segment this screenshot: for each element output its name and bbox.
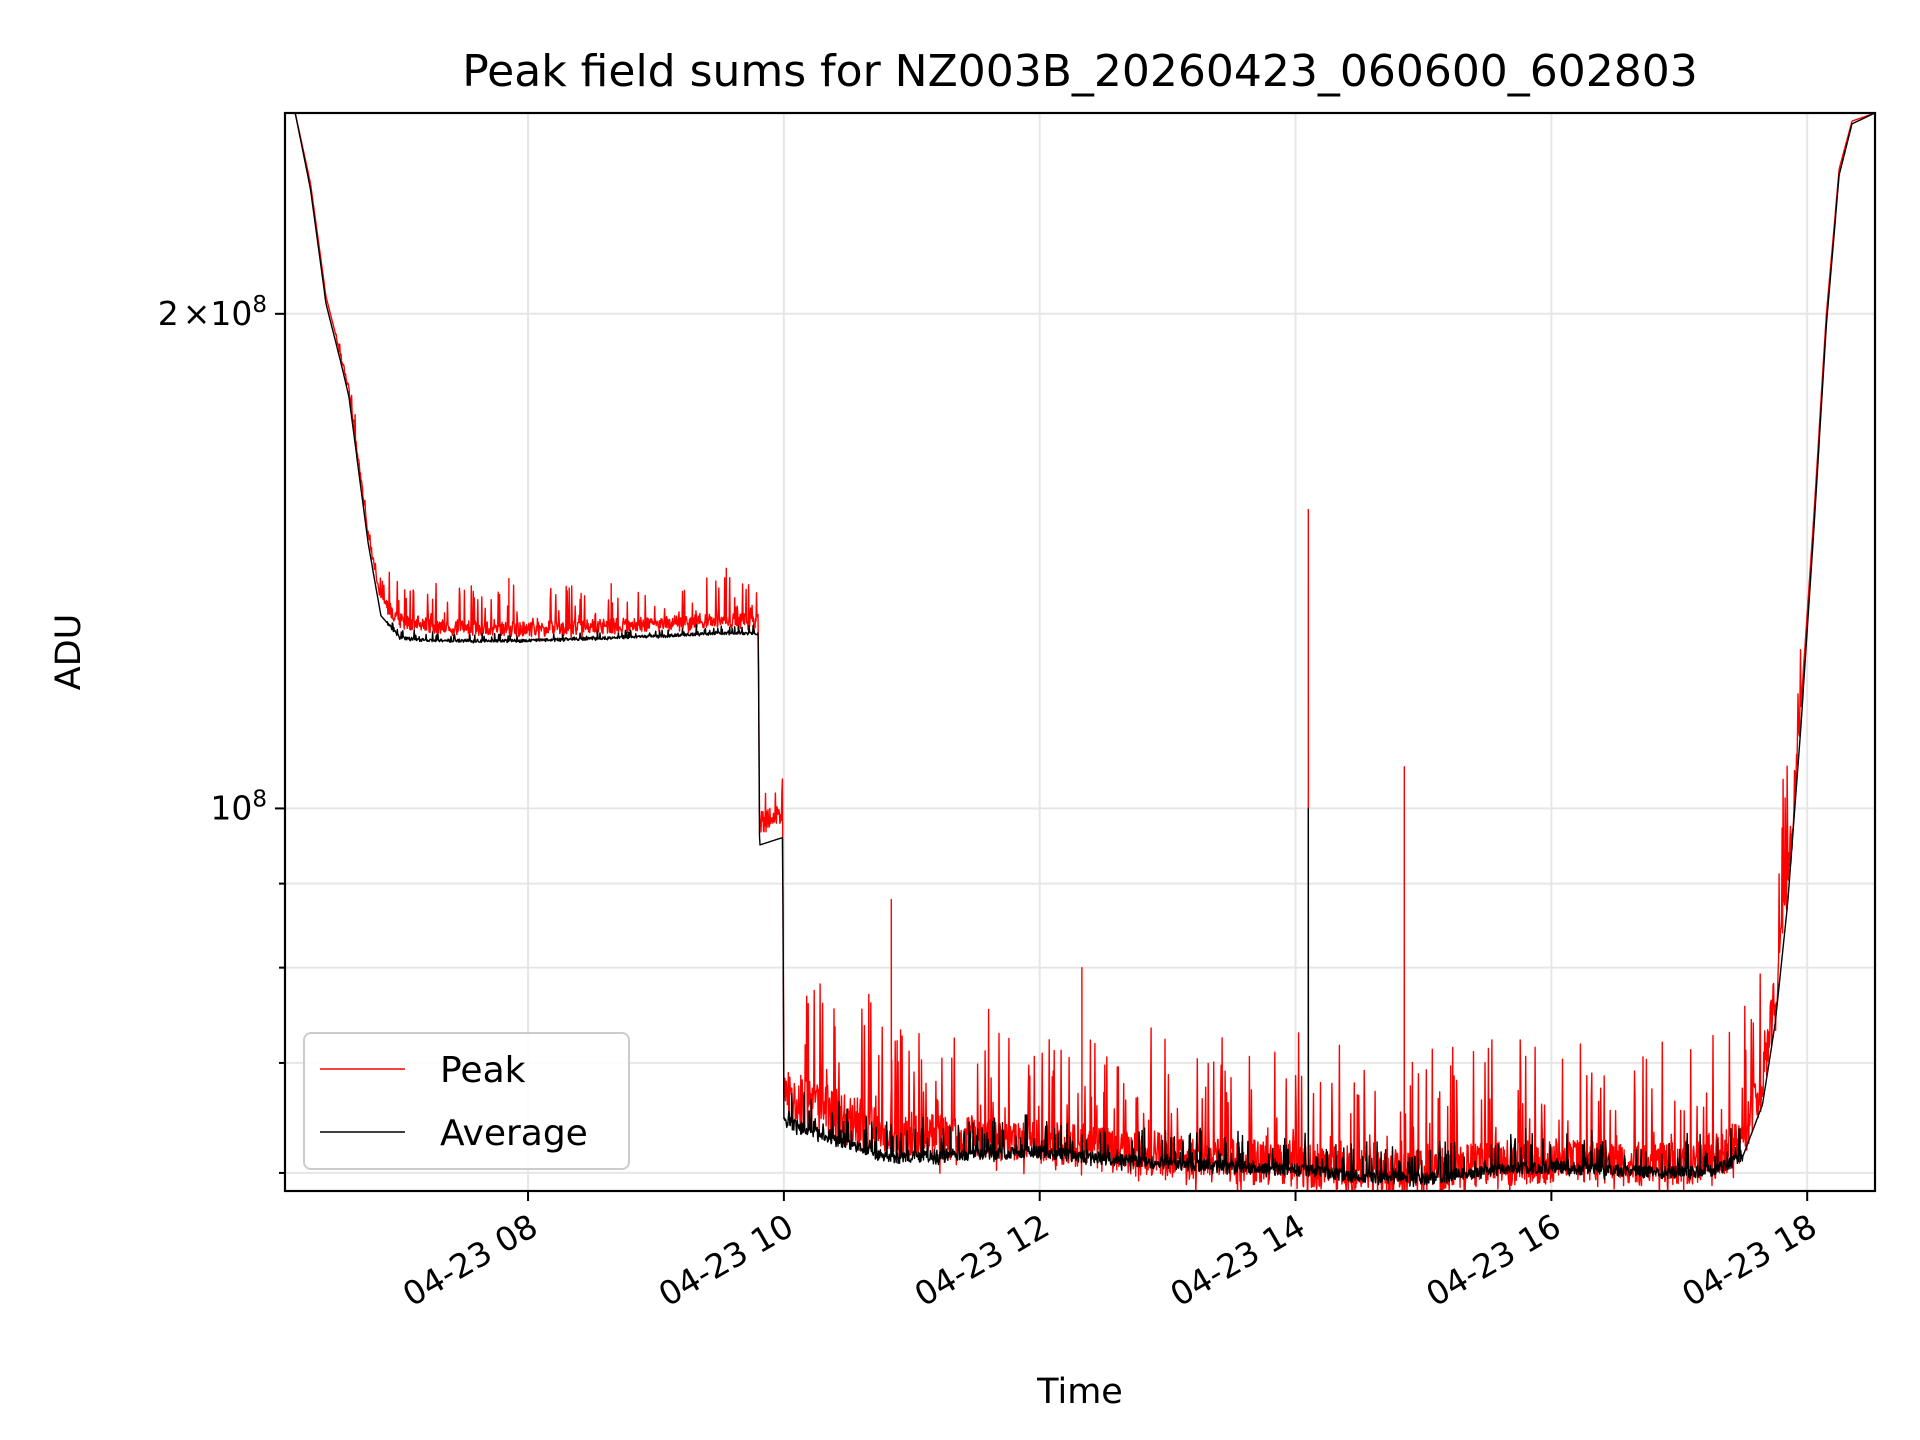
legend: Peak Average: [303, 1032, 630, 1170]
y-axis-label: ADU: [49, 614, 89, 691]
series-line-peak: [285, 113, 1875, 1191]
chart-title: Peak field sums for NZ003B_20260423_0606…: [462, 46, 1698, 97]
grid-layer: [285, 113, 1875, 1191]
y-tick-label: 108: [210, 786, 267, 827]
legend-label-average: Average: [440, 1113, 588, 1154]
plot-frame: [283, 111, 1877, 1193]
y-tick-label-exp: 8: [252, 786, 267, 812]
x-axis-label: Time: [1036, 1372, 1123, 1412]
legend-box: [303, 1032, 630, 1170]
series-layer: [285, 113, 1875, 1191]
y-tick-label-times: ×: [183, 294, 211, 333]
y-tick-label-base: 10: [210, 788, 252, 827]
y-tick-label-base: 10: [210, 294, 252, 333]
legend-label-peak: Peak: [440, 1050, 526, 1091]
series-line-average: [285, 113, 1875, 1188]
y-tick-label: 2 ×108: [158, 292, 267, 333]
y-tick-label-mult: 2: [158, 294, 179, 333]
y-tick-label-exp: 8: [252, 292, 267, 318]
